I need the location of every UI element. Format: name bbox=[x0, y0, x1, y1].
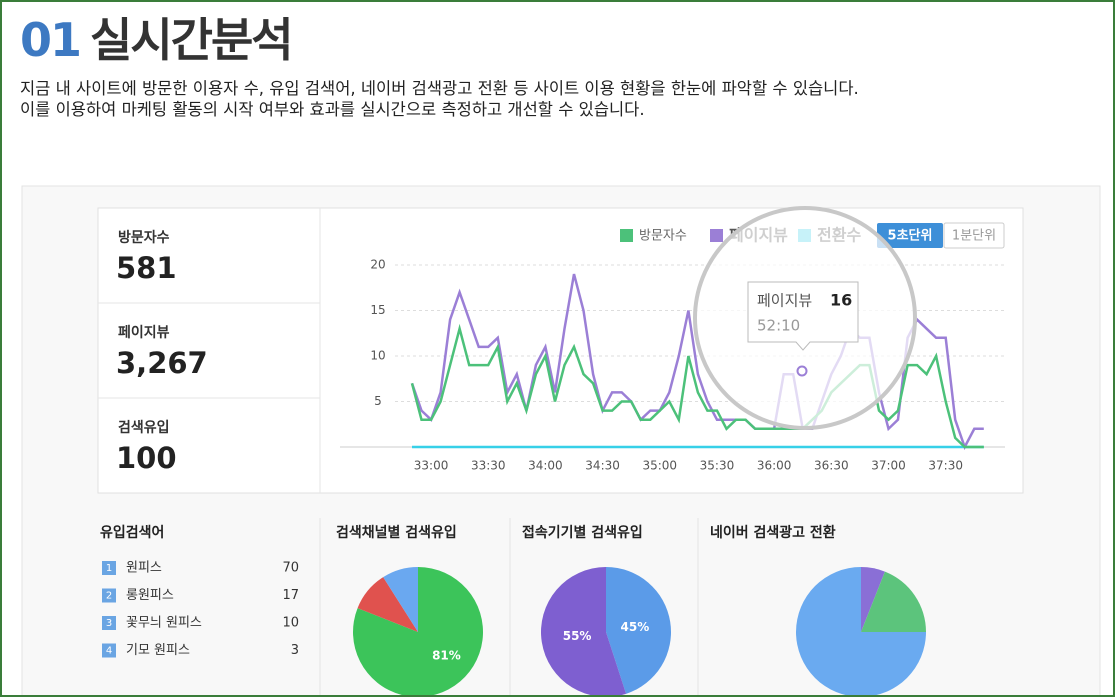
pie-slice bbox=[357, 577, 418, 632]
button[interactable] bbox=[943, 222, 1005, 249]
x-tick-label: 35:00 bbox=[642, 459, 677, 473]
pie-slice bbox=[541, 567, 627, 697]
stat-label: 검색유입 bbox=[118, 419, 170, 436]
pie-title: 검색채널별 검색유입 bbox=[336, 524, 457, 541]
rank: 4 bbox=[106, 646, 112, 657]
keyword-count: 10 bbox=[282, 616, 299, 631]
stat-value: 100 bbox=[116, 441, 177, 475]
x-tick-label: 37:00 bbox=[871, 459, 906, 473]
pie-slice bbox=[383, 567, 418, 632]
pie-slice bbox=[796, 567, 926, 697]
y-tick-label: 20 bbox=[370, 258, 385, 272]
pie-slice bbox=[861, 567, 885, 632]
x-tick-label: 35:30 bbox=[700, 459, 735, 473]
stat-value: 581 bbox=[116, 251, 177, 285]
slice-label: 81% bbox=[432, 649, 461, 663]
button-active[interactable] bbox=[877, 223, 943, 248]
keyword-count: 17 bbox=[282, 588, 299, 603]
series-line bbox=[410, 323, 984, 449]
rank-box bbox=[102, 561, 116, 575]
header: 01 실시간분석 지금 내 사이트에 방문한 이용자 수, 유입 검색어, 네이버… bbox=[20, 4, 1105, 120]
rank: 1 bbox=[106, 563, 112, 574]
section-title: 실시간분석 bbox=[90, 13, 294, 67]
description: 지금 내 사이트에 방문한 이용자 수, 유입 검색어, 네이버 검색광고 전환… bbox=[20, 79, 859, 98]
legend-swatch bbox=[710, 229, 723, 242]
x-tick-label: 34:30 bbox=[585, 459, 620, 473]
y-tick-label: 5 bbox=[374, 394, 382, 408]
x-tick-label: 33:00 bbox=[414, 459, 449, 473]
pie-slice bbox=[606, 567, 671, 694]
keyword-count: 3 bbox=[291, 643, 299, 658]
slice-label: 45% bbox=[621, 620, 650, 634]
pie-title: 접속기기별 검색유입 bbox=[522, 524, 643, 541]
y-tick-label: 15 bbox=[370, 303, 385, 317]
keyword: 기모 원피스 bbox=[126, 643, 190, 658]
rank-box bbox=[102, 643, 116, 658]
tooltip-name: 페이지뷰 bbox=[757, 292, 812, 310]
slice-label: 55% bbox=[563, 629, 592, 643]
tooltip-value: 16 bbox=[830, 291, 852, 310]
x-tick-label: 37:30 bbox=[928, 459, 963, 473]
pie-slice bbox=[353, 567, 483, 697]
rank-box bbox=[102, 616, 116, 630]
hover-marker bbox=[796, 365, 808, 377]
y-tick-label: 10 bbox=[370, 349, 385, 363]
rank: 3 bbox=[106, 618, 112, 629]
stat-label: 방문자수 bbox=[118, 229, 170, 246]
legend-label: 방문자수 bbox=[639, 229, 687, 244]
stat-value: 3,267 bbox=[116, 346, 208, 380]
legend-swatch bbox=[620, 229, 633, 242]
pie-title: 네이버 검색광고 전환 bbox=[710, 524, 836, 541]
title: 01 실시간분석 bbox=[20, 4, 1105, 70]
description: 이를 이용하여 마케팅 활동의 시작 여부와 효과를 실시간으로 측정하고 개선… bbox=[20, 100, 645, 119]
keyword: 롱원피스 bbox=[126, 588, 174, 603]
keyword: 꽃무늬 원피스 bbox=[126, 616, 202, 631]
keyword-count: 70 bbox=[282, 561, 299, 576]
tooltip bbox=[747, 281, 859, 351]
button-label: 1분단위 bbox=[952, 229, 996, 244]
rank: 2 bbox=[106, 591, 112, 602]
x-tick-label: 34:00 bbox=[528, 459, 563, 473]
stat-label: 페이지뷰 bbox=[118, 324, 170, 341]
keyword: 원피스 bbox=[126, 561, 162, 576]
pie-slice bbox=[861, 571, 926, 632]
x-tick-label: 36:30 bbox=[814, 459, 849, 473]
rank-box bbox=[102, 588, 116, 603]
series-line bbox=[410, 273, 984, 451]
section-number: 01 bbox=[20, 13, 82, 67]
x-tick-label: 33:30 bbox=[471, 459, 506, 473]
keywords-title: 유입검색어 bbox=[100, 524, 164, 541]
button-label: 5초단위 bbox=[888, 228, 933, 244]
x-tick-label: 36:00 bbox=[757, 459, 792, 473]
tooltip-time: 52:10 bbox=[757, 317, 800, 335]
